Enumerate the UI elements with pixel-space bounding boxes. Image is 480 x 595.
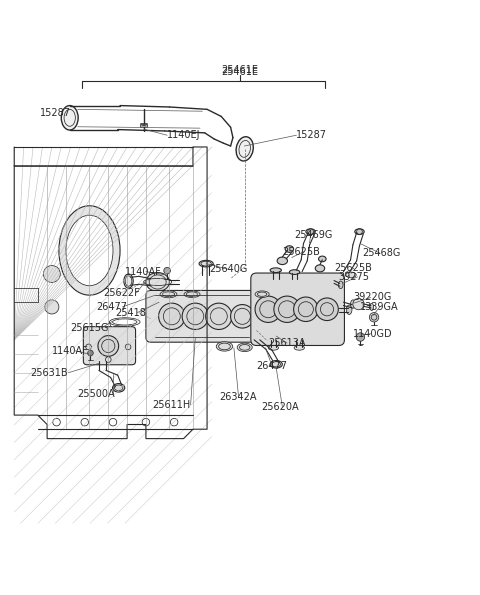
Ellipse shape	[346, 305, 352, 314]
Ellipse shape	[350, 300, 355, 308]
Circle shape	[370, 312, 379, 322]
Circle shape	[45, 300, 59, 314]
Ellipse shape	[216, 342, 233, 351]
Ellipse shape	[199, 261, 213, 267]
Text: 25622F: 25622F	[104, 288, 140, 298]
Ellipse shape	[184, 291, 200, 298]
Circle shape	[182, 303, 208, 330]
Text: 25640G: 25640G	[209, 264, 248, 274]
Ellipse shape	[315, 265, 324, 272]
Text: 25461E: 25461E	[221, 65, 259, 75]
Ellipse shape	[112, 384, 125, 392]
Ellipse shape	[294, 346, 304, 350]
Circle shape	[230, 305, 254, 328]
Ellipse shape	[268, 346, 278, 350]
Text: 25625B: 25625B	[282, 247, 320, 257]
Circle shape	[164, 267, 170, 274]
Circle shape	[205, 303, 232, 330]
Text: 25468G: 25468G	[362, 248, 401, 258]
Ellipse shape	[270, 268, 281, 273]
Circle shape	[274, 296, 300, 322]
Text: 15287: 15287	[40, 108, 71, 118]
Text: 26477: 26477	[96, 302, 128, 312]
Text: 25469G: 25469G	[294, 230, 333, 240]
Text: 25615G: 25615G	[71, 323, 109, 333]
Text: 25620A: 25620A	[261, 402, 299, 412]
FancyBboxPatch shape	[251, 273, 345, 346]
Ellipse shape	[346, 272, 356, 278]
Ellipse shape	[319, 256, 326, 262]
Text: 25613A: 25613A	[268, 338, 306, 348]
Text: 26477: 26477	[256, 361, 288, 371]
Ellipse shape	[270, 361, 282, 368]
Ellipse shape	[355, 229, 364, 234]
Circle shape	[158, 303, 185, 330]
Circle shape	[356, 333, 365, 342]
Circle shape	[255, 296, 281, 322]
Ellipse shape	[285, 246, 294, 252]
Text: 25500A: 25500A	[78, 389, 115, 399]
Ellipse shape	[59, 206, 120, 295]
Text: 26342A: 26342A	[219, 392, 256, 402]
Ellipse shape	[236, 137, 253, 161]
Text: 15287: 15287	[297, 130, 327, 140]
Text: 25418: 25418	[115, 308, 146, 318]
Text: 1140EJ: 1140EJ	[167, 130, 201, 140]
Text: 39275: 39275	[339, 272, 370, 282]
Ellipse shape	[277, 257, 288, 265]
Text: 39220G: 39220G	[353, 293, 391, 302]
Ellipse shape	[306, 229, 315, 234]
Ellipse shape	[124, 274, 133, 288]
FancyBboxPatch shape	[146, 290, 259, 342]
Circle shape	[294, 297, 318, 321]
Circle shape	[316, 298, 338, 321]
Ellipse shape	[66, 215, 113, 286]
Circle shape	[353, 299, 364, 310]
Circle shape	[43, 265, 60, 283]
Ellipse shape	[338, 281, 343, 289]
Text: 25631B: 25631B	[31, 368, 68, 378]
Text: 25611H: 25611H	[153, 400, 191, 410]
Ellipse shape	[237, 343, 252, 352]
Ellipse shape	[61, 105, 78, 130]
Text: 1140GD: 1140GD	[353, 328, 393, 339]
Text: 25625B: 25625B	[334, 264, 372, 273]
Text: 25461E: 25461E	[221, 67, 259, 77]
Circle shape	[87, 350, 93, 356]
Text: 1140AF: 1140AF	[52, 346, 89, 356]
Ellipse shape	[255, 291, 269, 298]
FancyBboxPatch shape	[84, 327, 135, 365]
Ellipse shape	[160, 291, 177, 298]
Circle shape	[98, 336, 119, 356]
Ellipse shape	[146, 273, 169, 292]
Text: 1339GA: 1339GA	[360, 302, 398, 312]
Ellipse shape	[370, 303, 373, 311]
Ellipse shape	[289, 270, 300, 274]
Bar	[140, 124, 147, 127]
Text: 1140AF: 1140AF	[125, 267, 161, 277]
